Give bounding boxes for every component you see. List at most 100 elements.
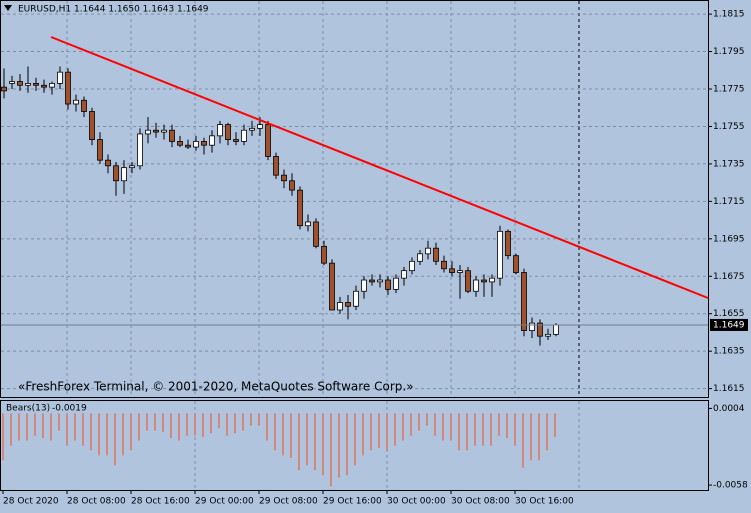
candle-body (417, 253, 423, 262)
candle-body (289, 180, 295, 191)
indicator-value: -0.0019 (52, 404, 87, 414)
candle-body (361, 279, 367, 292)
candle-body (401, 270, 407, 279)
candle-body (113, 165, 119, 182)
candle-body (313, 221, 319, 247)
y-tick-label: -0.0058 (713, 481, 748, 491)
x-tick-label: 30 Oct 16:00 (515, 497, 574, 507)
main-panel-frame (0, 0, 709, 398)
candle-body (393, 277, 399, 290)
candle-body (57, 71, 63, 84)
candle-body (553, 324, 559, 335)
candle-body (329, 262, 335, 311)
candle-body (97, 139, 103, 161)
indicator-panel-frame (0, 400, 709, 491)
candle-body (513, 255, 519, 273)
candle-body (441, 260, 447, 270)
candle-body (449, 268, 455, 273)
candle-body (193, 141, 199, 148)
candle-body (177, 141, 183, 146)
y-tick-label: 1.1775 (713, 85, 745, 95)
x-tick-label: 29 Oct 00:00 (195, 497, 254, 507)
candle-body (505, 230, 511, 257)
candle-body (161, 129, 167, 133)
candle-body (33, 82, 39, 86)
y-tick-label: 1.1695 (713, 234, 745, 244)
candle-body (545, 333, 551, 337)
candle-body (529, 322, 535, 331)
candle-body (241, 129, 247, 142)
x-tick-label: 29 Oct 16:00 (323, 497, 382, 507)
y-tick-label: 1.1675 (713, 272, 745, 282)
candle-body (17, 81, 23, 86)
candle-body (153, 129, 159, 133)
y-tick-label: 1.1615 (713, 384, 745, 394)
trend-line (50, 36, 709, 299)
candle-body (433, 247, 439, 262)
y-tick-label: 1.1795 (713, 47, 745, 57)
candle-body (105, 159, 111, 167)
x-tick-label: 28 Oct 2020 (3, 497, 59, 507)
candle-body (25, 82, 31, 86)
candle-body (337, 302, 343, 311)
candle-body (1, 86, 7, 92)
x-tick-label: 30 Oct 00:00 (387, 497, 446, 507)
symbol-menu-arrow[interactable] (4, 5, 12, 11)
candle-body (369, 279, 375, 283)
candle-body (169, 129, 175, 142)
y-tick-label: 1.1815 (713, 10, 745, 20)
y-tick-label: 1.1755 (713, 122, 745, 132)
candle-body (377, 279, 383, 283)
candle-body (9, 81, 15, 84)
candle-body (145, 129, 151, 135)
candle-body (201, 141, 207, 146)
candle-body (465, 270, 471, 292)
plot-area (1, 1, 708, 490)
y-tick-label: 1.1635 (713, 347, 745, 357)
candle-body (305, 221, 311, 227)
chart-header: EURUSD,H1 1.1644 1.1650 1.1643 1.1649 (18, 5, 209, 15)
candle-body (537, 322, 543, 337)
candle-body (81, 99, 87, 112)
candle-body (129, 165, 135, 169)
indicator-title: Bears(13) (6, 404, 50, 414)
candle-body (281, 174, 287, 182)
candle-body (497, 230, 503, 279)
y-tick-label: 1.1715 (713, 197, 745, 207)
candle-body (353, 290, 359, 307)
candle-body (481, 279, 487, 283)
candle-body (233, 139, 239, 142)
candle-body (385, 279, 391, 290)
candle-body (257, 124, 263, 129)
candle-body (73, 99, 79, 105)
y-tick-label: 1.1735 (713, 159, 745, 169)
candle-body (521, 272, 527, 331)
candle-body (49, 82, 55, 88)
candle-body (265, 124, 271, 157)
candle-body (121, 167, 127, 182)
candle-body (89, 111, 95, 140)
candle-body (65, 71, 71, 105)
candle-body (185, 144, 191, 148)
candle-body (425, 247, 431, 255)
candle-body (249, 127, 255, 131)
current-price-label: 1.1649 (713, 320, 745, 330)
candle-body (209, 135, 215, 146)
x-tick-label: 28 Oct 16:00 (131, 497, 190, 507)
candle-body (489, 277, 495, 283)
candle-body (473, 279, 479, 292)
candle-body (273, 156, 279, 176)
x-tick-label: 30 Oct 08:00 (451, 497, 510, 507)
y-tick-label: 0.0004 (713, 404, 745, 414)
candle-body (321, 245, 327, 264)
candle-body (409, 260, 415, 272)
candle-body (137, 133, 143, 167)
candle-body (41, 84, 47, 88)
candle-body (345, 302, 351, 307)
candle-body (225, 124, 231, 140)
watermark: «FreshForex Terminal, © 2001-2020, MetaQ… (18, 380, 414, 394)
x-tick-label: 29 Oct 08:00 (259, 497, 318, 507)
current-price-box (710, 318, 748, 331)
